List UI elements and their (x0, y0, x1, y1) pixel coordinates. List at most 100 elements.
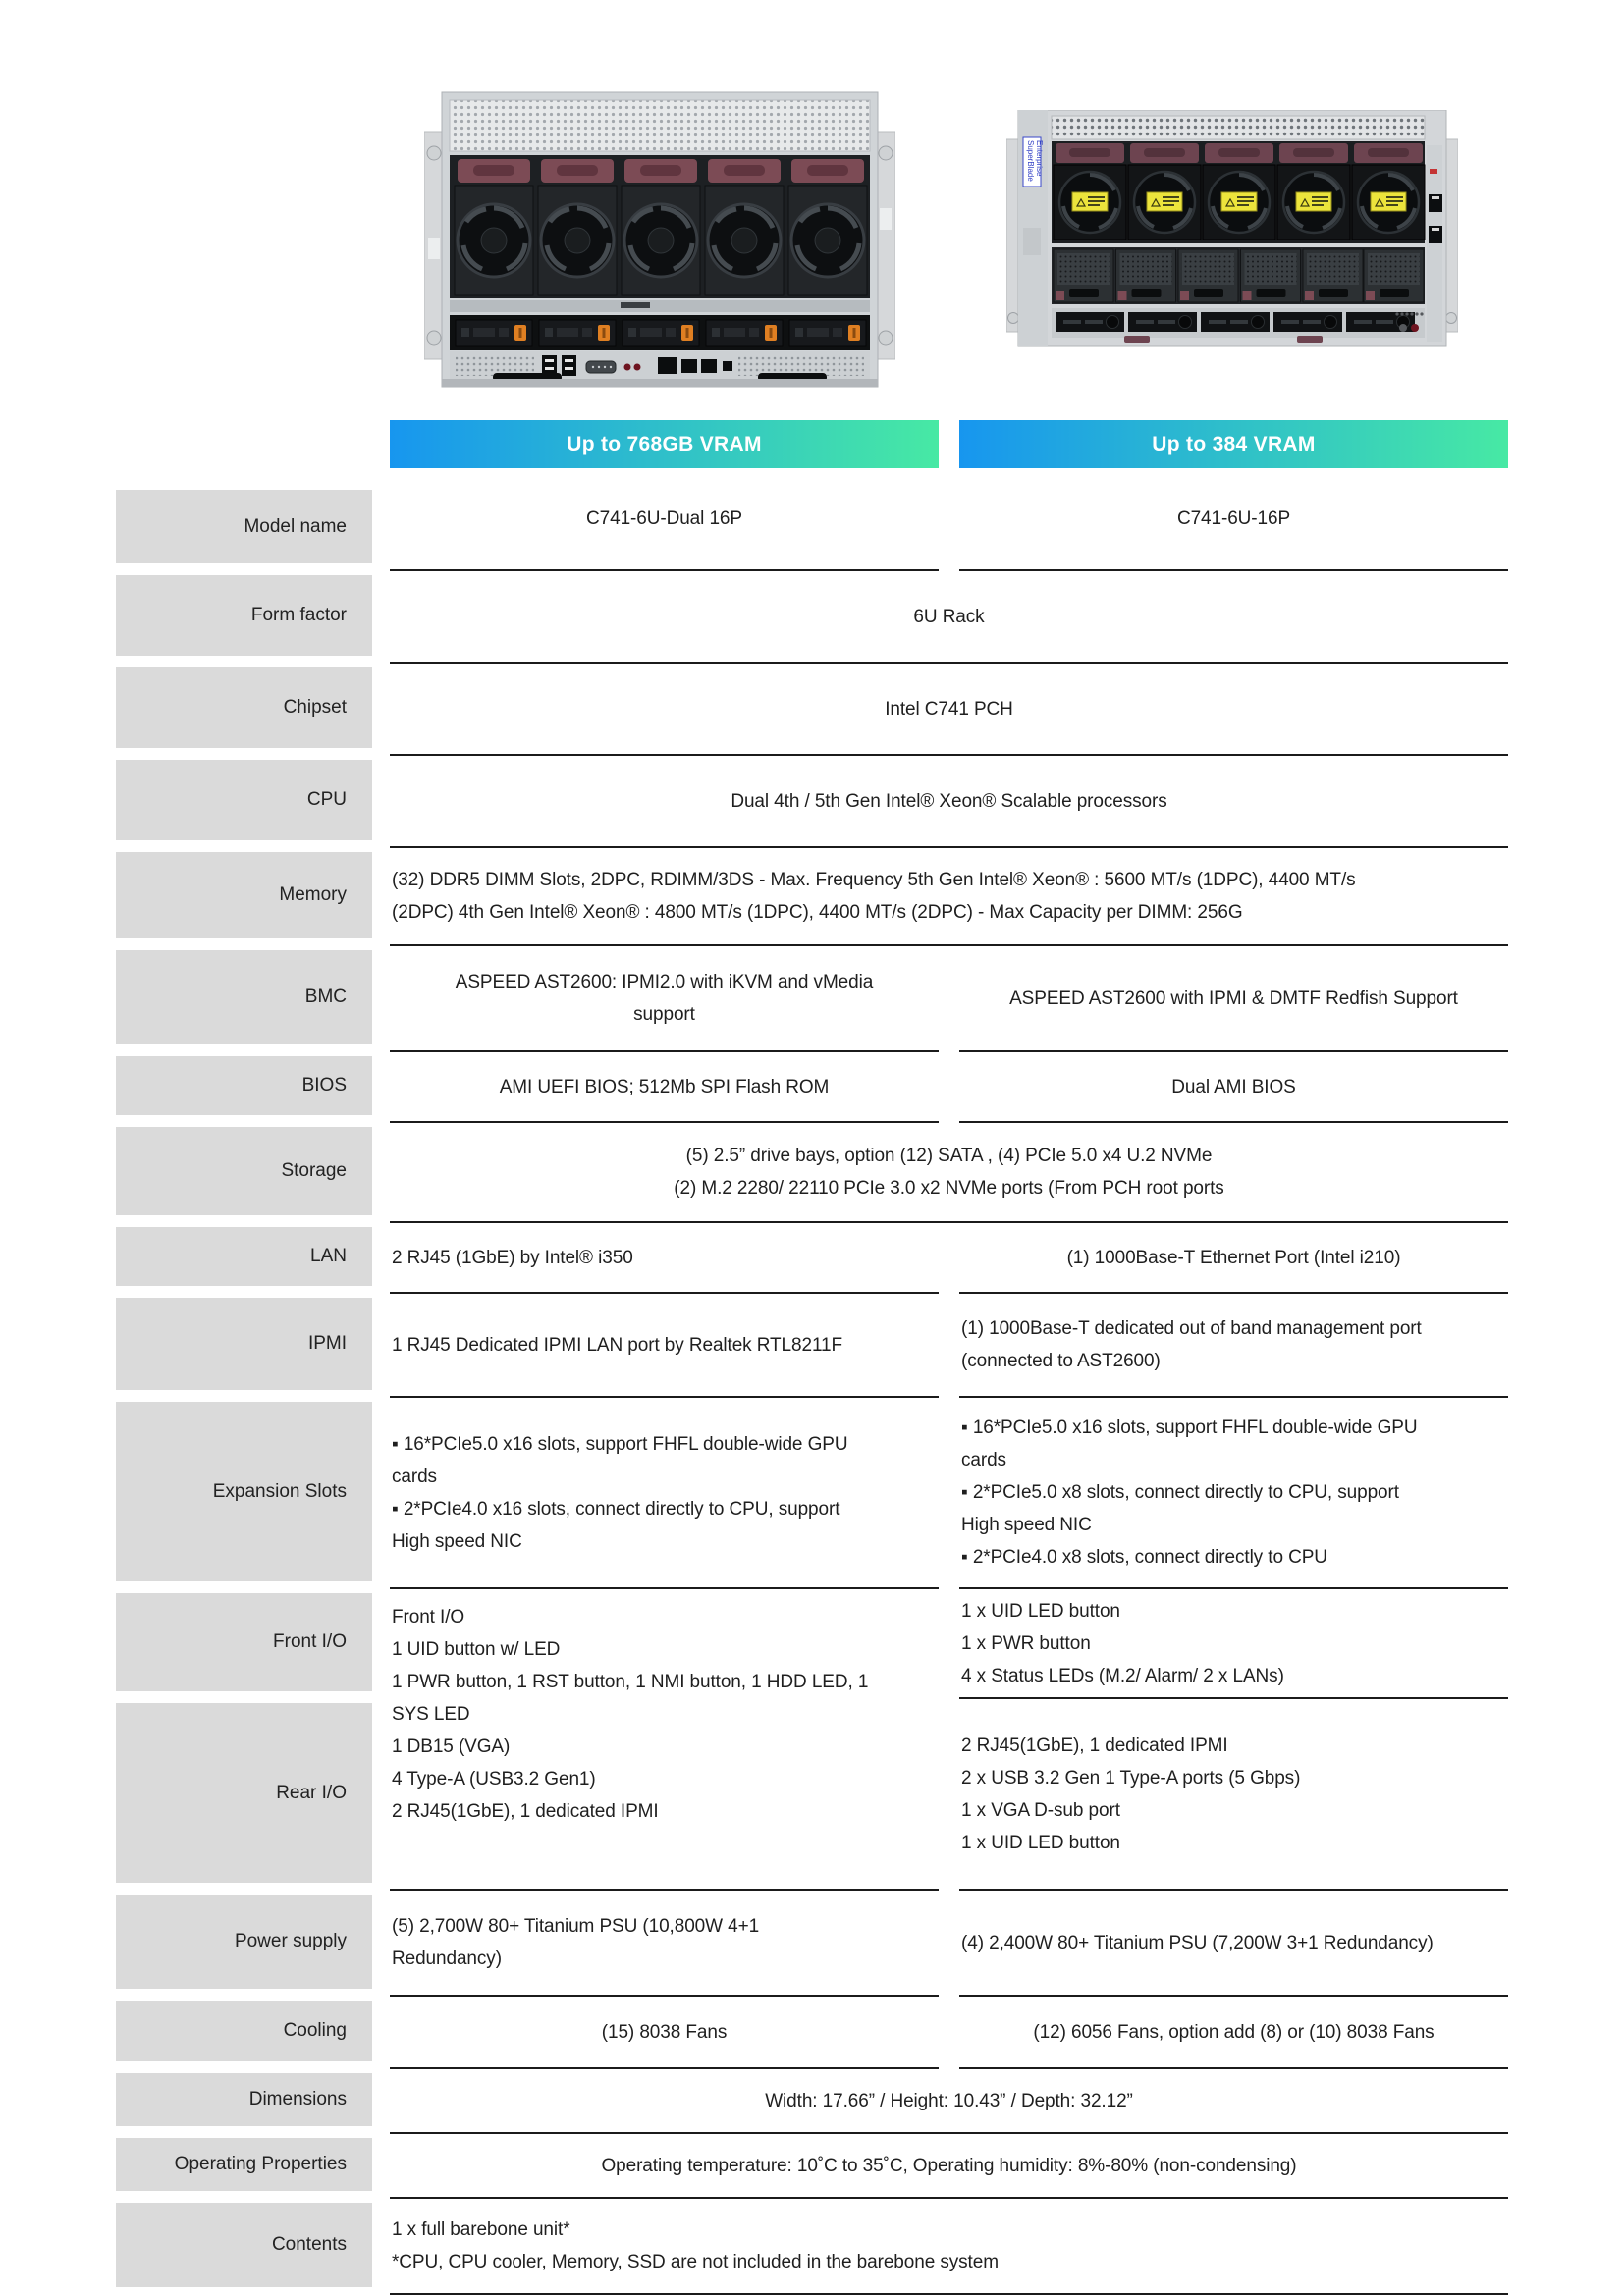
fan-module (1275, 141, 1352, 241)
label-column: LAN (116, 1223, 372, 1294)
label-column: Chipset (116, 664, 372, 756)
psu-module (1363, 248, 1425, 303)
text-line: 1 x VGA D-sub port (961, 1799, 1120, 1821)
cell-chipset-span: Intel C741 PCH (390, 664, 1508, 756)
text-line: (15) 8038 Fans (601, 2021, 728, 2043)
spec-row-ipmi: IPMI 1 RJ45 Dedicated IPMI LAN port by Re… (116, 1294, 1508, 1398)
label-column: Operating Properties (116, 2134, 372, 2199)
text-line: 1 x full barebone unit* (392, 2219, 570, 2240)
label-column: Storage (116, 1123, 372, 1223)
fan-module (455, 159, 533, 295)
top-vent-panel (449, 99, 871, 152)
cell-storage-span: (5) 2.5” drive bays, option (12) SATA , … (390, 1123, 1508, 1223)
spec-row-chipset: Chipset Intel C741 PCH (116, 664, 1508, 756)
label-column: CPU (116, 756, 372, 848)
row-label-chipset: Chipset (116, 667, 372, 748)
row-label-ipmi: IPMI (116, 1298, 372, 1390)
cell-bmc-left: ASPEED AST2600: IPMI2.0 with iKVM and vM… (390, 946, 939, 1052)
cell-contents-span: 1 x full barebone unit* *CPU, CPU cooler,… (390, 2199, 1508, 2295)
header-gap (939, 420, 959, 468)
psu-module (1177, 248, 1239, 303)
led-indicator (623, 363, 631, 371)
latch-tab (1297, 336, 1323, 343)
label-column: BIOS (116, 1052, 372, 1123)
text-line: 1 PWR button, 1 RST button, 1 NMI button… (392, 1672, 869, 1692)
text-line: 1 x UID LED button (961, 1832, 1120, 1853)
spec-row-lan: LAN 2 RJ45 (1GbE) by Intel® i350 (1) 1000B… (116, 1223, 1508, 1294)
spec-row-model-name: Model name C741-6U-Dual 16P C741-6U-16P (116, 468, 1508, 571)
cell-ipmi-right: (1) 1000Base-T dedicated out of band man… (959, 1294, 1508, 1398)
drive-bay (622, 319, 700, 347)
label-column: Cooling (116, 1997, 372, 2069)
text-line: SYS LED (392, 1704, 470, 1725)
label-column: BMC (116, 946, 372, 1052)
cell-bios-right: Dual AMI BIOS (959, 1052, 1508, 1123)
spec-row-front-i-o-rear-i-o: Front I/O Rear I/O Front I/O 1 UID button w… (116, 1589, 1508, 1891)
psu-module (1053, 248, 1114, 303)
row-label-storage: Storage (116, 1127, 372, 1215)
fan-module (1201, 141, 1277, 241)
text-line: (32) DDR5 DIMM Slots, 2DPC, RDIMM/3DS - … (392, 870, 1356, 890)
text-line: Front I/O (392, 1607, 465, 1628)
cell-dimensions-span: Width: 17.66” / Height: 10.43” / Depth: … (390, 2069, 1508, 2134)
spec-row-bios: BIOS AMI UEFI BIOS; 512Mb SPI Flash ROM Du… (116, 1052, 1508, 1123)
fan-module (1052, 141, 1128, 241)
text-line: ASPEED AST2600: IPMI2.0 with iKVM and vM… (455, 972, 874, 992)
label-column: IPMI (116, 1294, 372, 1398)
spec-row-form-factor: Form factor 6U Rack (116, 571, 1508, 664)
right-server-image: SuperBlade Enterprise (1006, 110, 1458, 347)
rack-ear-left (424, 131, 445, 360)
row-label-model-name: Model name (116, 490, 372, 563)
label-column: Dimensions (116, 2069, 372, 2134)
table-header-row: Up to 768GB VRAM Up to 384 VRAM (116, 420, 1508, 468)
row-label-form-factor: Form factor (116, 575, 372, 656)
drive-bay (455, 319, 533, 347)
cell-bios-left: AMI UEFI BIOS; 512Mb SPI Flash ROM (390, 1052, 939, 1123)
cell-model-name-left: C741-6U-Dual 16P (390, 468, 939, 571)
text-line: High speed NIC (961, 1515, 1092, 1535)
cell-power-supply-right: (4) 2,400W 80+ Titanium PSU (7,200W 3+1 … (959, 1891, 1508, 1997)
text-line: cards (961, 1450, 1006, 1470)
status-leds (1395, 312, 1424, 332)
text-line: Dual AMI BIOS (1171, 1076, 1296, 1097)
text-line: ASPEED AST2600 with IPMI & DMTF Redfish … (1009, 988, 1458, 1009)
text-line: 1 x UID LED button (961, 1600, 1120, 1622)
spec-row-power-supply: Power supply (5) 2,700W 80+ Titanium PSU … (116, 1891, 1508, 1997)
right-column-stack: 1 x UID LED button 1 x PWR button 4 x Stat… (959, 1589, 1508, 1891)
management-ports (1427, 145, 1442, 342)
text-line: ▪ 16*PCIe5.0 x16 slots, support FHFL dou… (392, 1433, 848, 1455)
text-line: C741-6U-16P (1176, 508, 1291, 529)
text-line: 1 DB15 (VGA) (392, 1736, 511, 1757)
cell-power-supply-left: (5) 2,700W 80+ Titanium PSU (10,800W 4+1… (390, 1891, 939, 1997)
text-line: support (633, 1004, 695, 1025)
spec-row-operating-properties: Operating Properties Operating temperatur… (116, 2134, 1508, 2199)
cell-expansion-slots-right: ▪ 16*PCIe5.0 x16 slots, support FHFL dou… (959, 1398, 1508, 1589)
cell-memory-span: (32) DDR5 DIMM Slots, 2DPC, RDIMM/3DS - … (390, 848, 1508, 946)
cell-model-name-right: C741-6U-16P (959, 468, 1508, 571)
text-line: 6U Rack (913, 606, 985, 627)
text-line: *CPU, CPU cooler, Memory, SSD are not in… (392, 2252, 999, 2272)
text-line: C741-6U-Dual 16P (586, 508, 742, 529)
vga-port (585, 360, 617, 374)
text-line: Dual 4th / 5th Gen Intel® Xeon® Scalable… (731, 790, 1167, 812)
badge-text-line2: Enterprise (1035, 140, 1044, 177)
cell-bmc-right: ASPEED AST2600 with IPMI & DMTF Redfish … (959, 946, 1508, 1052)
label-column: Memory (116, 848, 372, 946)
rack-ear-left (1006, 138, 1021, 333)
label-column: Front I/O Rear I/O (116, 1589, 372, 1891)
text-line: (4) 2,400W 80+ Titanium PSU (7,200W 3+1 … (961, 1932, 1434, 1953)
badge-text-line1: SuperBlade (1026, 140, 1035, 182)
text-line: 2 RJ45 (1GbE) by Intel® i350 (392, 1247, 633, 1268)
spec-row-storage: Storage (5) 2.5” drive bays, option (12) … (116, 1123, 1508, 1223)
row-label-memory: Memory (116, 852, 372, 938)
text-line: (1) 1000Base-T Ethernet Port (Intel i210… (1066, 1247, 1401, 1268)
cell-cooling-right: (12) 6056 Fans, option add (8) or (10) 8… (959, 1997, 1508, 2069)
text-line: 1 x PWR button (961, 1632, 1091, 1654)
cell-operating-properties-span: Operating temperature: 10˚C to 35˚C, Ope… (390, 2134, 1508, 2199)
text-line: Operating temperature: 10˚C to 35˚C, Ope… (601, 2155, 1297, 2176)
text-line: Intel C741 PCH (885, 698, 1013, 720)
text-line: ▪ 2*PCIe4.0 x16 slots, connect directly … (392, 1498, 840, 1520)
text-line: Width: 17.66” / Height: 10.43” / Depth: … (765, 2090, 1133, 2111)
text-line: ▪ 2*PCIe4.0 x8 slots, connect directly t… (961, 1547, 1327, 1568)
